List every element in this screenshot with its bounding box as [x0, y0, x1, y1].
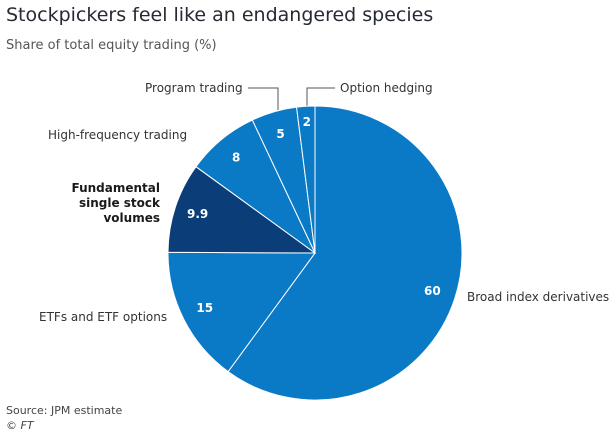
chart-title: Stockpickers feel like an endangered spe… — [6, 4, 434, 26]
source-note: Source: JPM estimate — [6, 404, 123, 417]
pie-slice — [227, 105, 463, 401]
pie-slice — [167, 166, 317, 254]
value-label: 5 — [276, 127, 284, 141]
pie-slice — [167, 251, 316, 373]
slice-label: ETFs and ETF options — [39, 309, 168, 324]
value-label: 8 — [232, 150, 240, 164]
leader-line — [306, 87, 335, 110]
chart-subtitle: Share of total equity trading (%) — [6, 38, 217, 53]
slice-label: Option hedging — [340, 80, 433, 95]
slice-label: Program trading — [145, 80, 243, 95]
leader-line — [248, 87, 279, 110]
value-label: 15 — [196, 301, 213, 315]
slice-label: High-frequency trading — [48, 127, 188, 142]
pie-slice — [295, 105, 316, 254]
credit: © FT — [6, 419, 34, 432]
slice-label: Fundamental single stock volumes — [71, 180, 160, 225]
value-label: 2 — [303, 115, 311, 129]
value-label: 9.9 — [187, 207, 208, 221]
slice-label: Broad index derivatives — [467, 289, 610, 304]
value-label: 60 — [424, 284, 441, 298]
